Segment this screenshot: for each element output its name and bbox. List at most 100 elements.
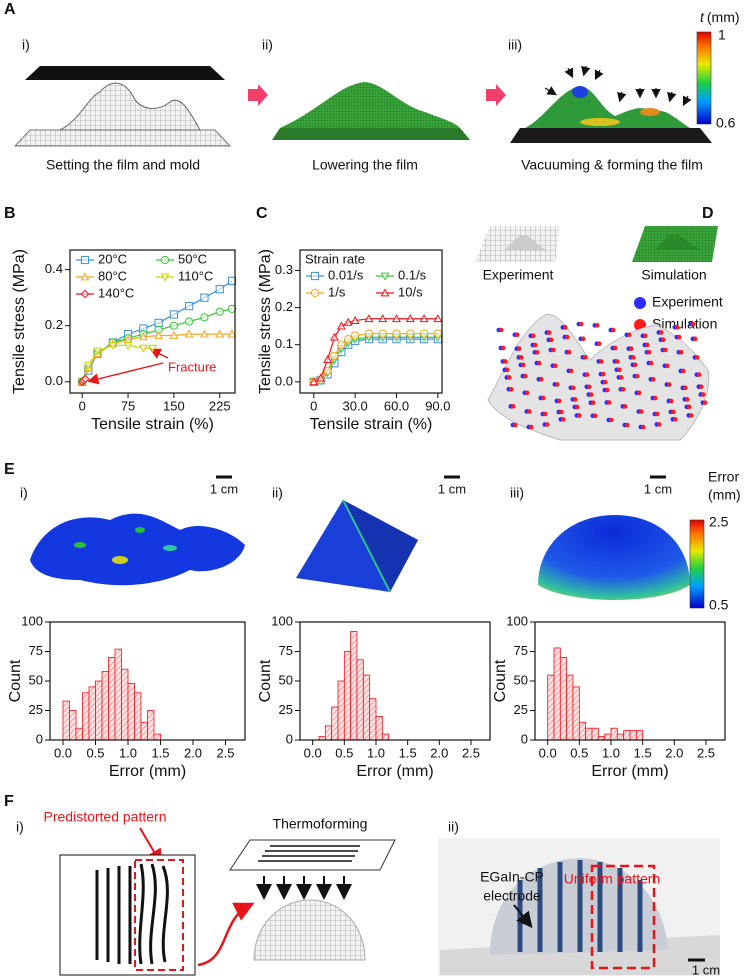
point-render <box>606 400 612 405</box>
render-dome-error <box>538 515 690 600</box>
colorbar-unit: (mm) <box>708 487 741 503</box>
y-tick-label: 0 <box>521 731 528 746</box>
scale-bar-label: 1 cm <box>210 481 238 496</box>
bar <box>140 721 148 741</box>
point-render <box>506 375 512 380</box>
point-render <box>576 413 582 418</box>
point-render <box>676 334 682 340</box>
legend-title: Strain rate <box>305 251 365 266</box>
bar <box>553 647 561 741</box>
point-render <box>572 397 578 402</box>
marker <box>123 341 133 350</box>
legend-label: Experiment <box>652 294 723 310</box>
point-render <box>566 349 572 355</box>
point-render <box>544 422 550 427</box>
marker <box>330 351 339 360</box>
point-render <box>560 417 566 422</box>
x-tick-label: 0 <box>310 398 317 413</box>
legend-marker <box>380 272 390 281</box>
marker <box>138 332 148 341</box>
point-render <box>578 321 584 327</box>
bar <box>69 710 77 741</box>
x-tick-label: 2.0 <box>665 745 683 760</box>
sub-label: ii) <box>262 37 273 53</box>
scale-bar-label: 1 cm <box>438 481 466 496</box>
plot-frame <box>69 249 236 394</box>
legend-label: 1/s <box>328 284 346 299</box>
panel-label: F <box>4 793 14 810</box>
point-render <box>594 323 600 328</box>
point-render <box>520 362 526 368</box>
marker <box>185 317 194 326</box>
x-tick-label: 1.0 <box>602 745 620 760</box>
bar <box>75 727 83 741</box>
process-arrow <box>248 84 268 106</box>
data-line <box>81 333 232 383</box>
point-render <box>626 332 632 338</box>
render-simulation <box>632 226 718 262</box>
colorbar-max: 1 <box>718 27 726 43</box>
point-render <box>630 355 636 360</box>
marker <box>154 318 163 328</box>
marker <box>169 321 178 330</box>
point-render <box>622 404 628 409</box>
render-terrain-error <box>30 513 245 586</box>
bar <box>147 710 155 741</box>
point-render <box>546 330 552 335</box>
point-render <box>660 337 666 343</box>
bar <box>591 727 599 741</box>
panel-label: B <box>4 205 16 222</box>
colorbar-min: 0.5 <box>709 597 729 613</box>
legend-marker <box>380 288 390 297</box>
x-tick-label: 1.5 <box>634 745 652 760</box>
legend-marker <box>310 288 320 298</box>
y-tick-label: 0.2 <box>45 317 63 332</box>
marker <box>148 344 157 353</box>
marker <box>80 374 90 384</box>
y-tick-label: 75 <box>514 643 528 658</box>
marker <box>406 329 415 338</box>
point-render <box>632 362 638 368</box>
marker <box>323 366 332 375</box>
y-tick-label: 100 <box>21 613 43 628</box>
marker <box>336 321 346 330</box>
x-tick-label: 1.0 <box>119 745 137 760</box>
render-surface <box>487 314 710 441</box>
point-render <box>538 376 544 382</box>
y-tick-label: 25 <box>514 702 528 717</box>
y-tick-label: 50 <box>514 672 528 687</box>
point-render <box>556 398 562 404</box>
legend-label: 140°C <box>98 285 134 300</box>
bar <box>356 659 364 741</box>
x-tick-label: 90.0 <box>425 398 450 413</box>
data-line <box>313 318 438 383</box>
marker <box>364 314 374 323</box>
x-tick-label: 2.0 <box>184 745 202 760</box>
marker <box>419 329 429 338</box>
marker <box>337 340 346 349</box>
bar <box>108 657 116 741</box>
marker <box>309 377 319 386</box>
marker <box>199 329 209 338</box>
point-render <box>498 327 504 333</box>
point-render <box>582 354 588 360</box>
point-render <box>690 321 696 327</box>
marker <box>364 329 374 338</box>
marker <box>185 301 194 311</box>
bar <box>369 698 377 741</box>
bar <box>350 631 358 741</box>
y-tick-label: 100 <box>506 613 528 628</box>
plot-frame <box>299 249 443 394</box>
marker <box>184 329 194 338</box>
marker <box>330 332 339 341</box>
point-render <box>590 400 596 406</box>
bar <box>88 686 96 741</box>
y-tick-label: 75 <box>279 643 293 658</box>
point-render <box>634 373 640 379</box>
render-film-formed <box>510 65 712 143</box>
x-tick-label: 75 <box>121 398 135 413</box>
panel-label: C <box>256 205 268 222</box>
marker <box>83 361 93 370</box>
point-render <box>562 325 568 330</box>
thermoforming-drawing <box>229 839 396 961</box>
